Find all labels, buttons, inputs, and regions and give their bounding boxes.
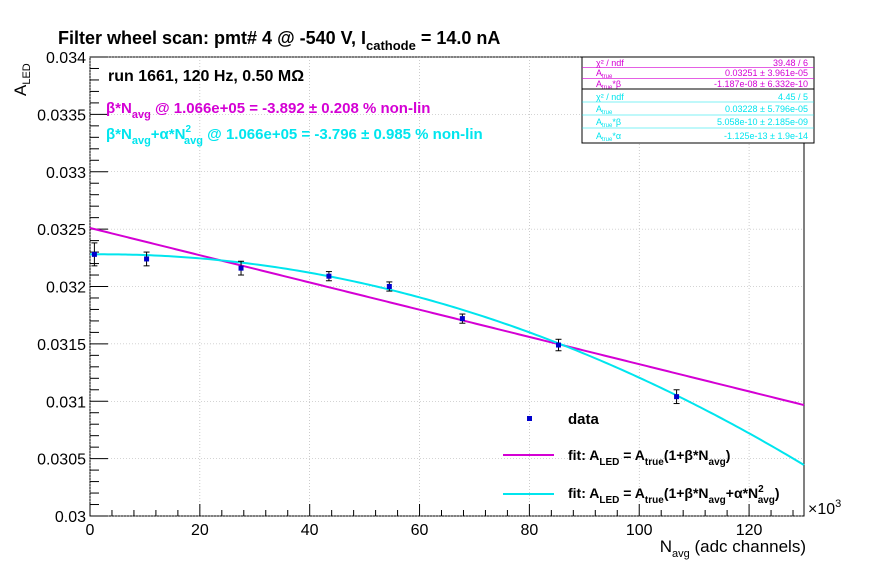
point-marker: [144, 256, 150, 262]
data-point: [238, 260, 245, 276]
stat-value: -1.187e-08 ± 6.332e-10: [714, 79, 808, 89]
stat-label: Atrue*β: [596, 79, 621, 91]
y-axis-label: ALED: [11, 63, 33, 96]
stat-value: 0.03228 ± 5.796e-05: [725, 104, 808, 114]
point-marker: [326, 273, 332, 279]
data-point: [143, 251, 150, 267]
stat-value: 39.48 / 6: [773, 58, 808, 68]
stat-label: χ² / ndf: [596, 92, 624, 102]
data-point: [459, 313, 466, 324]
data-point: [91, 242, 98, 267]
stat-box-linear: χ² / ndf 39.48 / 6 Atrue 0.03251 ± 3.961…: [581, 56, 815, 91]
stat-value: 5.058e-10 ± 2.185e-09: [717, 117, 808, 127]
x-tick-label: 60: [411, 522, 429, 539]
y-tick-label: 0.03: [55, 509, 86, 526]
y-tick-label: 0.033: [46, 165, 86, 182]
x-tick-label: 40: [301, 522, 319, 539]
stat-label: Atrue: [596, 68, 613, 80]
linear-nonlin-annotation: β*Navg @ 1.066e+05 = -3.892 ± 0.208 % no…: [106, 100, 430, 121]
point-marker: [459, 316, 465, 322]
point-marker: [386, 284, 392, 289]
x-tick-label: 80: [520, 522, 538, 539]
y-tick-label: 0.032: [46, 280, 86, 297]
x-tick-label: 100: [626, 522, 653, 539]
y-tick-label: 0.0315: [37, 337, 86, 354]
stat-value: 4.45 / 5: [778, 92, 808, 102]
point-marker: [91, 251, 97, 257]
y-axis: 0.03 0.0305 0.031 0.0315 0.032 0.0325 0.033 0.0…: [37, 50, 108, 526]
y-tick-label: 0.0335: [37, 107, 86, 124]
x-axis: 0 20 40 60 80 100 120: [86, 504, 794, 539]
x-tick-label: 20: [191, 522, 209, 539]
stat-label: Atrue*α: [596, 131, 621, 143]
legend-quadratic-label: fit: ALED = Atrue(1+β*Navg+α*N2 avg): [568, 484, 780, 506]
legend-data-label: data: [568, 411, 600, 428]
x-axis-multiplier: ×103: [808, 498, 841, 518]
point-marker: [674, 394, 680, 400]
fit-line-quadratic: [89, 253, 805, 466]
stat-value: 0.03251 ± 3.961e-05: [725, 68, 808, 78]
data-point: [673, 389, 680, 405]
y-tick-label: 0.0305: [37, 452, 86, 469]
stat-label: Atrue*β: [596, 117, 621, 129]
run-annotation: run 1661, 120 Hz, 0.50 MΩ: [108, 68, 304, 85]
data-point: [386, 281, 393, 292]
x-tick-label: 0: [86, 522, 95, 539]
fit-curves: [89, 227, 805, 466]
legend-linear-label: fit: ALED = Atrue(1+β*Navg): [568, 447, 730, 468]
chart-title: Filter wheel scan: pmt# 4 @ -540 V, Icat…: [58, 28, 500, 53]
stat-value: -1.125e-13 ± 1.9e-14: [724, 131, 808, 141]
x-tick-label: 120: [736, 522, 763, 539]
y-tick-label: 0.034: [46, 50, 86, 67]
stat-label: χ² / ndf: [596, 58, 624, 68]
legend: data fit: ALED = Atrue(1+β*Navg) fit: AL…: [503, 411, 780, 506]
y-tick-label: 0.031: [46, 394, 86, 411]
legend-data-marker: [527, 416, 532, 421]
stat-box-quadratic: χ² / ndf 4.45 / 5 Atrue 0.03228 ± 5.796e…: [581, 88, 815, 144]
data-point: [325, 271, 332, 282]
stat-label: Atrue: [596, 104, 613, 116]
quadratic-nonlin-annotation: β*Navg+α*N2 avg @ 1.066e+05 = -3.796 ± 0.…: [106, 124, 483, 147]
y-tick-label: 0.0325: [37, 222, 86, 239]
data-points: [91, 242, 680, 405]
point-marker: [238, 265, 244, 271]
point-marker: [555, 342, 561, 348]
x-axis-label: Navg (adc channels): [660, 537, 806, 560]
fit-line-linear: [89, 227, 805, 407]
data-point: [555, 338, 562, 352]
